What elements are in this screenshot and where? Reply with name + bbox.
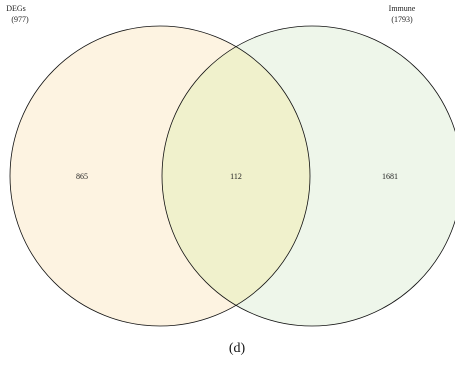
intersection-count: 112 [230,172,242,181]
degs-set-total: (977) [11,15,29,24]
intersection-region [162,26,310,326]
degs-set-name: DEGs [6,4,26,13]
immune-only-count: 1681 [382,172,398,181]
panel-label: (d) [229,341,246,356]
degs-outline [9,25,311,327]
immune-set-name: Immune [389,4,416,13]
immune-outline [161,25,455,327]
immune-set-total: (1793) [391,15,413,24]
degs-only-count: 865 [76,172,88,181]
